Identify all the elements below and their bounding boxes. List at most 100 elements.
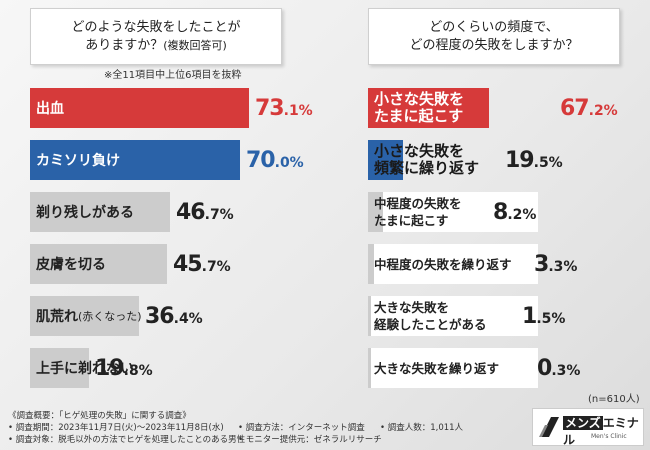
right-bar-label-5: 大きな失敗を 経験したことがある	[374, 296, 487, 336]
right-value-int-6: 0	[537, 356, 552, 381]
right-bar-3: 中程度の失敗を たまに起こす	[368, 192, 538, 232]
right-bar-4: 中程度の失敗を繰り返す	[368, 244, 538, 284]
left-bar-fill-6	[30, 348, 89, 388]
right-bar-fill-6	[368, 348, 371, 388]
right-value-int-5: 1	[522, 304, 537, 329]
logo-text-eminal: エミナル	[563, 416, 639, 447]
left-bar-label-sub-5: (赤くなった)	[78, 310, 142, 323]
left-value-label-6: 19.8%	[95, 356, 153, 381]
left-bar-fill-4	[30, 244, 167, 284]
right-bar-label-line2-3: たまに起こす	[374, 213, 449, 228]
right-bar-track-6	[368, 348, 538, 388]
left-bar-label-main-3: 剃り残しがある	[36, 205, 134, 221]
left-value-dec-3: .7%	[204, 207, 234, 223]
right-bar-fill-2	[368, 140, 403, 180]
right-value-label-5: 1.5%	[522, 304, 565, 329]
right-value-dec-2: .5%	[533, 155, 563, 171]
right-bar-5: 大きな失敗を 経験したことがある	[368, 296, 538, 336]
left-bar-6: 上手に剃れない	[30, 348, 134, 388]
right-bar-label-line2-2: 頻繁に繰り返す	[374, 159, 480, 177]
left-title-sub: (複数回答可)	[163, 38, 227, 52]
left-value-int-5: 36	[145, 304, 175, 329]
sample-size: (n=610人)	[588, 394, 640, 405]
left-bar-fill-5	[30, 296, 139, 336]
right-value-dec-5: .5%	[536, 311, 566, 327]
left-value-int-6: 19	[95, 356, 125, 381]
right-bar-label-line1-3: 中程度の失敗を	[374, 196, 462, 211]
left-value-label-5: 36.4%	[145, 304, 203, 329]
right-bar-label-3: 中程度の失敗を たまに起こす	[374, 192, 462, 232]
left-bar-5: 肌荒れ (赤くなった)	[30, 296, 142, 336]
right-bar-track-3	[368, 192, 538, 232]
right-bar-label-line1-6: 大きな失敗を繰り返す	[374, 360, 500, 376]
footer-method: • 調査方法：インターネット調査	[238, 423, 365, 433]
right-bar-fill-3	[368, 192, 383, 232]
right-bar-label-line2-1: たまに起こす	[374, 107, 464, 125]
left-value-label-2: 70.0%	[246, 148, 304, 173]
right-bar-label-6: 大きな失敗を繰り返す	[374, 348, 499, 388]
left-bar-fill-1	[30, 88, 249, 128]
footer-target: • 調査対象：脱毛以外の方法でヒゲを処理したことのある男性	[8, 435, 246, 445]
left-bar-1: 出血	[30, 88, 249, 128]
left-bar-label-4: 皮膚を切る	[36, 244, 106, 284]
left-bar-4: 皮膚を切る	[30, 244, 167, 284]
footer-period: • 調査期間：2023年11月7日(火)～2023年11月8日(水)	[8, 423, 224, 433]
left-value-dec-5: .4%	[173, 311, 203, 327]
right-bar-track-5	[368, 296, 538, 336]
left-bar-label-main-5: 肌荒れ	[36, 309, 78, 325]
left-bar-label-main-6: 上手に剃れない	[36, 361, 134, 377]
left-bar-fill-3	[30, 192, 170, 232]
left-value-dec-6: .8%	[123, 363, 153, 379]
logo-tagline: Men's Clinic	[591, 433, 627, 440]
left-question-box: どのような失敗をしたことが ありますか？(複数回答可)	[30, 8, 282, 65]
left-value-label-4: 45.7%	[173, 252, 231, 277]
right-bar-fill-5	[368, 296, 371, 336]
logo-mark-icon	[539, 417, 559, 437]
right-bar-label-line1-4: 中程度の失敗を繰り返す	[374, 256, 512, 272]
right-value-int-3: 8	[493, 200, 508, 225]
right-value-int-4: 3	[534, 252, 549, 277]
right-bar-6: 大きな失敗を繰り返す	[368, 348, 538, 388]
left-bar-label-main-1: 出血	[36, 101, 64, 117]
left-title-line1: どのような失敗をしたことが	[71, 19, 241, 35]
right-value-label-6: 0.3%	[537, 356, 580, 381]
left-bar-label-3: 剃り残しがある	[36, 192, 134, 232]
right-bar-track-4	[368, 244, 538, 284]
right-value-label-3: 8.2%	[493, 200, 536, 225]
right-bar-label-line1-1: 小さな失敗を	[374, 90, 465, 108]
right-value-label-2: 19.5%	[505, 148, 563, 173]
footer-count: • 調査人数：1,011人	[380, 423, 464, 433]
right-bar-label-1: 小さな失敗を たまに起こす	[374, 88, 464, 128]
right-title-line2: どの程度の失敗をしますか？	[409, 37, 579, 53]
left-bar-3: 剃り残しがある	[30, 192, 170, 232]
left-title-line2: ありますか？	[85, 37, 164, 53]
left-bar-fill-2	[30, 140, 240, 180]
left-value-dec-1: .1%	[283, 103, 313, 119]
right-bar-fill-1	[368, 88, 489, 128]
left-bar-label-6: 上手に剃れない	[36, 348, 134, 388]
right-bar-label-2: 小さな失敗を 頻繁に繰り返す	[374, 140, 479, 180]
right-bar-1: 小さな失敗を たまに起こす	[368, 88, 489, 128]
left-value-label-1: 73.1%	[255, 96, 313, 121]
right-bar-fill-4	[368, 244, 374, 284]
footer-provider: • モニター提供元：ゼネラルリサーチ	[238, 435, 382, 445]
right-question-box: どのくらいの頻度で、 どの程度の失敗をしますか？	[368, 8, 620, 65]
brand-logo: メンズ エミナル Men's Clinic	[532, 408, 644, 447]
right-value-dec-4: .3%	[548, 259, 578, 275]
logo-text-mens: メンズ	[563, 416, 603, 430]
left-bar-label-5: 肌荒れ (赤くなった)	[36, 296, 142, 336]
right-value-dec-3: .2%	[507, 207, 537, 223]
left-bar-label-2: カミソリ負け	[36, 140, 120, 180]
right-bar-label-line2-5: 経験したことがある	[374, 317, 487, 332]
left-bar-label-main-4: 皮膚を切る	[36, 257, 106, 273]
left-bar-label-1: 出血	[36, 88, 64, 128]
right-value-label-4: 3.3%	[534, 252, 577, 277]
left-value-dec-4: .7%	[201, 259, 231, 275]
left-note: ※全11項目中上位6項目を抜粋	[104, 70, 242, 81]
left-value-int-1: 73	[255, 96, 285, 121]
left-value-int-4: 45	[173, 252, 203, 277]
right-bar-label-line1-2: 小さな失敗を	[374, 142, 465, 160]
right-value-label-1: 67.2%	[560, 96, 618, 121]
left-value-int-2: 70	[246, 148, 276, 173]
right-bar-2: 小さな失敗を 頻繁に繰り返す	[368, 140, 538, 180]
